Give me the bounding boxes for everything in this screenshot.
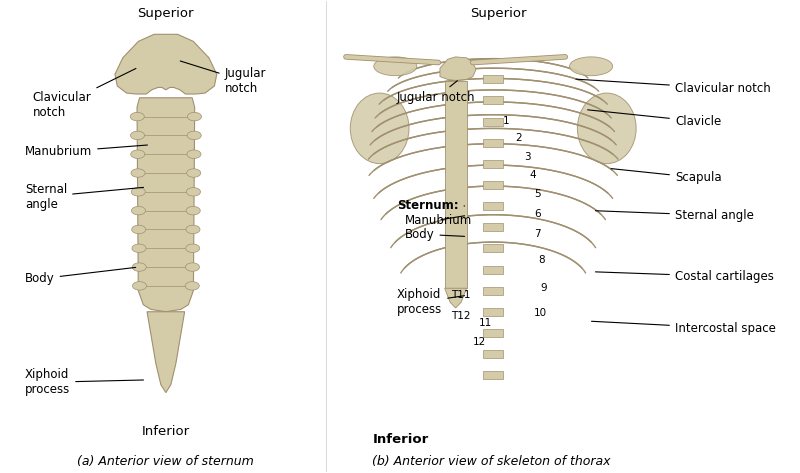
Circle shape bbox=[187, 113, 202, 121]
Text: Jugular notch: Jugular notch bbox=[397, 81, 475, 104]
Text: 10: 10 bbox=[534, 307, 546, 318]
Bar bbox=[483, 160, 503, 168]
Circle shape bbox=[186, 188, 201, 196]
Circle shape bbox=[186, 263, 199, 272]
Circle shape bbox=[130, 131, 145, 140]
Text: Sternal angle: Sternal angle bbox=[595, 209, 754, 222]
Text: Costal cartilages: Costal cartilages bbox=[595, 270, 774, 283]
Text: Jugular
notch: Jugular notch bbox=[180, 61, 266, 96]
Text: (b) Anterior view of skeleton of thorax: (b) Anterior view of skeleton of thorax bbox=[372, 455, 610, 468]
Bar bbox=[483, 329, 503, 337]
Text: 3: 3 bbox=[524, 151, 531, 162]
Circle shape bbox=[185, 281, 199, 290]
Text: Clavicle: Clavicle bbox=[587, 110, 721, 128]
Ellipse shape bbox=[350, 93, 409, 164]
Circle shape bbox=[131, 206, 146, 215]
Bar bbox=[483, 202, 503, 210]
Circle shape bbox=[186, 225, 200, 234]
Circle shape bbox=[132, 244, 146, 253]
Text: 7: 7 bbox=[534, 229, 541, 239]
Bar bbox=[445, 81, 466, 288]
Text: Inferior: Inferior bbox=[142, 425, 190, 438]
Text: Superior: Superior bbox=[138, 7, 194, 20]
Text: (a) Anterior view of sternum: (a) Anterior view of sternum bbox=[78, 455, 254, 468]
Text: Xiphoid
process: Xiphoid process bbox=[25, 368, 143, 396]
Ellipse shape bbox=[578, 93, 636, 164]
Text: Clavicular notch: Clavicular notch bbox=[576, 79, 770, 95]
Circle shape bbox=[131, 169, 145, 177]
Text: Xiphoid
process: Xiphoid process bbox=[397, 289, 465, 316]
Circle shape bbox=[133, 281, 146, 290]
Text: 1: 1 bbox=[503, 116, 510, 126]
Bar bbox=[483, 75, 503, 83]
Text: Inferior: Inferior bbox=[373, 433, 429, 446]
Text: 9: 9 bbox=[541, 283, 547, 293]
Bar bbox=[483, 350, 503, 358]
Bar bbox=[483, 287, 503, 295]
Circle shape bbox=[187, 150, 201, 158]
Text: Sternal
angle: Sternal angle bbox=[25, 183, 143, 210]
Text: Sternum:: Sternum: bbox=[397, 200, 465, 212]
Bar bbox=[483, 139, 503, 147]
Circle shape bbox=[130, 113, 144, 121]
Text: Clavicular
notch: Clavicular notch bbox=[33, 69, 136, 119]
Bar bbox=[483, 266, 503, 274]
Text: 8: 8 bbox=[538, 255, 545, 265]
Polygon shape bbox=[147, 312, 185, 393]
Polygon shape bbox=[115, 35, 217, 94]
Ellipse shape bbox=[374, 57, 417, 76]
Circle shape bbox=[131, 188, 146, 196]
Text: 11: 11 bbox=[478, 318, 492, 328]
Text: 6: 6 bbox=[534, 209, 541, 219]
Text: Manubrium: Manubrium bbox=[25, 145, 147, 158]
Text: 4: 4 bbox=[529, 170, 536, 180]
Bar bbox=[483, 223, 503, 231]
Circle shape bbox=[132, 225, 146, 234]
Text: T11: T11 bbox=[451, 290, 471, 300]
Text: T12: T12 bbox=[451, 311, 471, 322]
Text: Body: Body bbox=[25, 267, 136, 285]
Bar bbox=[483, 245, 503, 253]
Text: Superior: Superior bbox=[470, 7, 527, 20]
Bar bbox=[483, 371, 503, 379]
Circle shape bbox=[187, 131, 202, 140]
Ellipse shape bbox=[570, 57, 613, 76]
Circle shape bbox=[130, 150, 145, 158]
Polygon shape bbox=[445, 288, 466, 308]
Text: Manubrium: Manubrium bbox=[405, 213, 472, 227]
Polygon shape bbox=[137, 98, 194, 312]
Bar bbox=[483, 308, 503, 316]
Text: Body: Body bbox=[405, 228, 465, 241]
Text: 5: 5 bbox=[534, 189, 540, 199]
Bar bbox=[483, 117, 503, 125]
Text: Intercostal space: Intercostal space bbox=[591, 321, 776, 335]
Circle shape bbox=[132, 263, 146, 272]
Polygon shape bbox=[440, 57, 476, 80]
Bar bbox=[483, 96, 503, 105]
Circle shape bbox=[186, 206, 200, 215]
Circle shape bbox=[186, 244, 200, 253]
Text: 2: 2 bbox=[515, 133, 522, 143]
Text: 12: 12 bbox=[473, 337, 486, 347]
Circle shape bbox=[186, 169, 201, 177]
Text: Scapula: Scapula bbox=[611, 168, 722, 184]
Bar bbox=[483, 181, 503, 189]
